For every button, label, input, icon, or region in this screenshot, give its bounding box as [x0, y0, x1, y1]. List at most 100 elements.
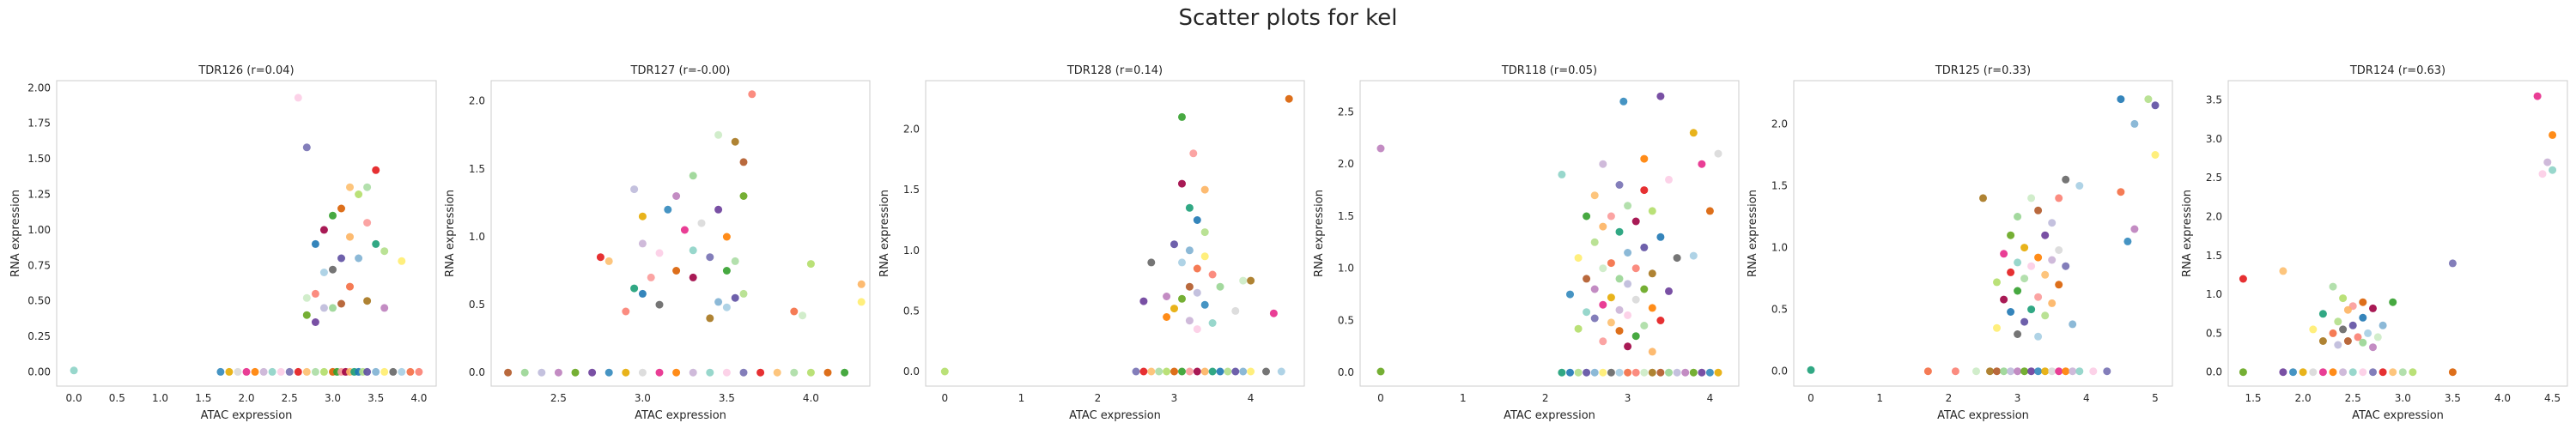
y-axis-label: RNA expression [444, 190, 457, 277]
data-point [655, 249, 664, 257]
data-point [302, 311, 311, 319]
data-point [1615, 181, 1624, 189]
data-point [1631, 368, 1640, 377]
data-point [2448, 259, 2457, 268]
data-point [554, 368, 562, 377]
data-point [1558, 170, 1566, 178]
data-point [605, 368, 613, 377]
data-point [2048, 219, 2057, 227]
data-point [2117, 188, 2125, 196]
data-point [1979, 194, 1987, 202]
data-point [647, 273, 655, 281]
panel-title: TDR126 (r=0.04) [197, 64, 294, 77]
x-tick-label: 1 [1876, 392, 1883, 404]
data-point [1607, 293, 1615, 302]
data-point [1951, 367, 1959, 376]
data-point [2379, 368, 2387, 377]
data-point [1656, 233, 1665, 241]
data-point [1170, 240, 1178, 249]
data-point [1665, 175, 1673, 184]
data-point [655, 368, 664, 377]
data-point [823, 368, 832, 377]
data-point [571, 368, 580, 377]
x-tick-label: 4.0 [803, 392, 819, 404]
data-point [622, 368, 630, 377]
data-point [706, 253, 714, 262]
data-point [504, 368, 513, 377]
data-point [1185, 282, 1194, 291]
data-point [2279, 267, 2287, 275]
data-point [1624, 311, 1632, 319]
x-tick-label: 3.0 [325, 392, 341, 404]
data-point [1590, 191, 1599, 200]
data-point [1200, 252, 1209, 261]
x-tick-label: 2 [1542, 392, 1549, 404]
data-point [1216, 282, 1224, 291]
data-point [2348, 321, 2357, 329]
plot-frame [2227, 80, 2568, 387]
data-point [739, 368, 748, 377]
data-point [1648, 304, 1656, 312]
data-point [2538, 170, 2547, 178]
data-point [1590, 285, 1599, 293]
data-point [1208, 270, 1217, 279]
x-tick-label: 3.0 [2395, 392, 2411, 404]
data-point [337, 299, 345, 308]
data-point [1147, 258, 1156, 267]
data-point [2318, 368, 2327, 377]
data-point [1624, 280, 1632, 288]
data-point [1972, 367, 1980, 376]
data-point [806, 368, 815, 377]
data-point [2533, 92, 2542, 100]
data-point [2299, 368, 2307, 377]
data-point [1163, 313, 1171, 321]
data-point [1705, 207, 1714, 215]
data-point [415, 367, 423, 376]
data-point [1193, 288, 1201, 297]
data-point [2062, 175, 2070, 184]
data-point [1193, 325, 1201, 334]
scatter-panel-6: 1.5 2.0 2.5 3.0 3.5 4.0 4.5 0.0 0.5 1.0 1.5 2.0 2.5 3… [2181, 64, 2568, 422]
data-point [346, 233, 354, 241]
data-point [2069, 367, 2077, 376]
data-point [319, 226, 328, 234]
data-point [1139, 297, 1148, 305]
data-point [2543, 158, 2552, 166]
data-point [1599, 337, 1607, 346]
data-point [294, 367, 302, 376]
data-point [1607, 368, 1615, 377]
data-point [1574, 324, 1583, 333]
data-point [714, 298, 723, 306]
x-tick-label: 3 [2014, 392, 2021, 404]
scatter-panel-3: 0 1 2 3 4 0.0 0.5 1.0 1.5 2.0 TDR128 (r=0.14) ATAC … [878, 64, 1305, 422]
data-point [1615, 327, 1624, 335]
plot-frame [925, 80, 1305, 387]
data-point [1285, 94, 1293, 103]
data-point [2239, 368, 2247, 377]
data-point [2279, 368, 2287, 377]
data-point [2309, 368, 2318, 377]
data-point [302, 143, 311, 152]
data-point [1607, 259, 1615, 268]
data-point [1583, 308, 1591, 317]
data-point [2014, 258, 2022, 267]
data-point [1590, 368, 1599, 377]
data-point [722, 267, 731, 275]
x-axis-label: ATAC expression [2352, 409, 2444, 422]
y-tick-label: 0.0 [469, 366, 485, 378]
data-point [372, 239, 380, 248]
data-point [1277, 367, 1285, 376]
data-point [216, 367, 225, 376]
data-point [1656, 368, 1665, 377]
data-point [242, 367, 251, 376]
data-point [2000, 367, 2008, 376]
y-tick-label: 0.5 [469, 299, 485, 311]
x-tick-label: 2.0 [238, 392, 254, 404]
data-point [1239, 276, 1248, 285]
data-point [1705, 368, 1714, 377]
data-point [2041, 311, 2050, 320]
data-point [1178, 179, 1186, 188]
data-point [731, 137, 739, 146]
data-point [2117, 95, 2125, 104]
data-point [520, 368, 529, 377]
